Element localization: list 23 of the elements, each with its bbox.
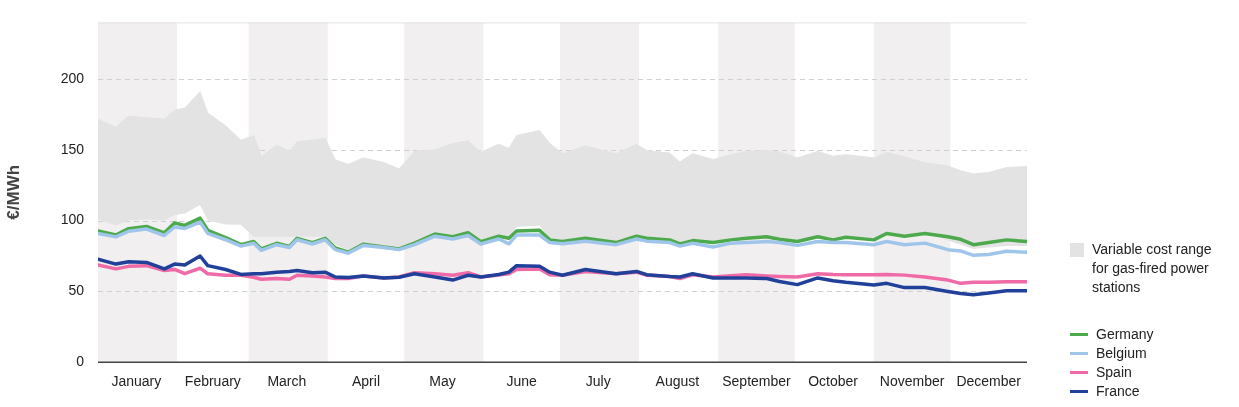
x-tick-label: February bbox=[184, 373, 241, 390]
x-tick-label: October bbox=[808, 373, 859, 390]
legend-label: France bbox=[1096, 382, 1140, 401]
x-tick-label: May bbox=[429, 373, 456, 390]
x-tick-label: July bbox=[585, 373, 611, 390]
y-axis-title: €/MWh bbox=[3, 164, 23, 220]
x-tick-label: December bbox=[956, 373, 1022, 390]
x-tick-label: November bbox=[879, 373, 945, 390]
x-tick-label: September bbox=[722, 373, 792, 390]
legend-label: Germany bbox=[1096, 325, 1154, 344]
y-tick-label: 50 bbox=[68, 282, 85, 299]
y-tick-label: 100 bbox=[60, 211, 85, 228]
y-tick-label: 150 bbox=[60, 140, 85, 157]
x-tick-label: August bbox=[655, 373, 700, 390]
x-tick-label: June bbox=[506, 373, 538, 390]
y-tick-label: 0 bbox=[76, 353, 85, 370]
legend-label: Belgium bbox=[1096, 344, 1147, 363]
legend-label: Variable cost range for gas-fired power stations bbox=[1092, 240, 1213, 297]
x-tick-label: April bbox=[351, 373, 380, 390]
x-tick-label: January bbox=[111, 373, 162, 390]
legend-label: Spain bbox=[1096, 363, 1132, 382]
x-tick-label: March bbox=[267, 373, 307, 390]
y-tick-label: 200 bbox=[60, 69, 85, 86]
